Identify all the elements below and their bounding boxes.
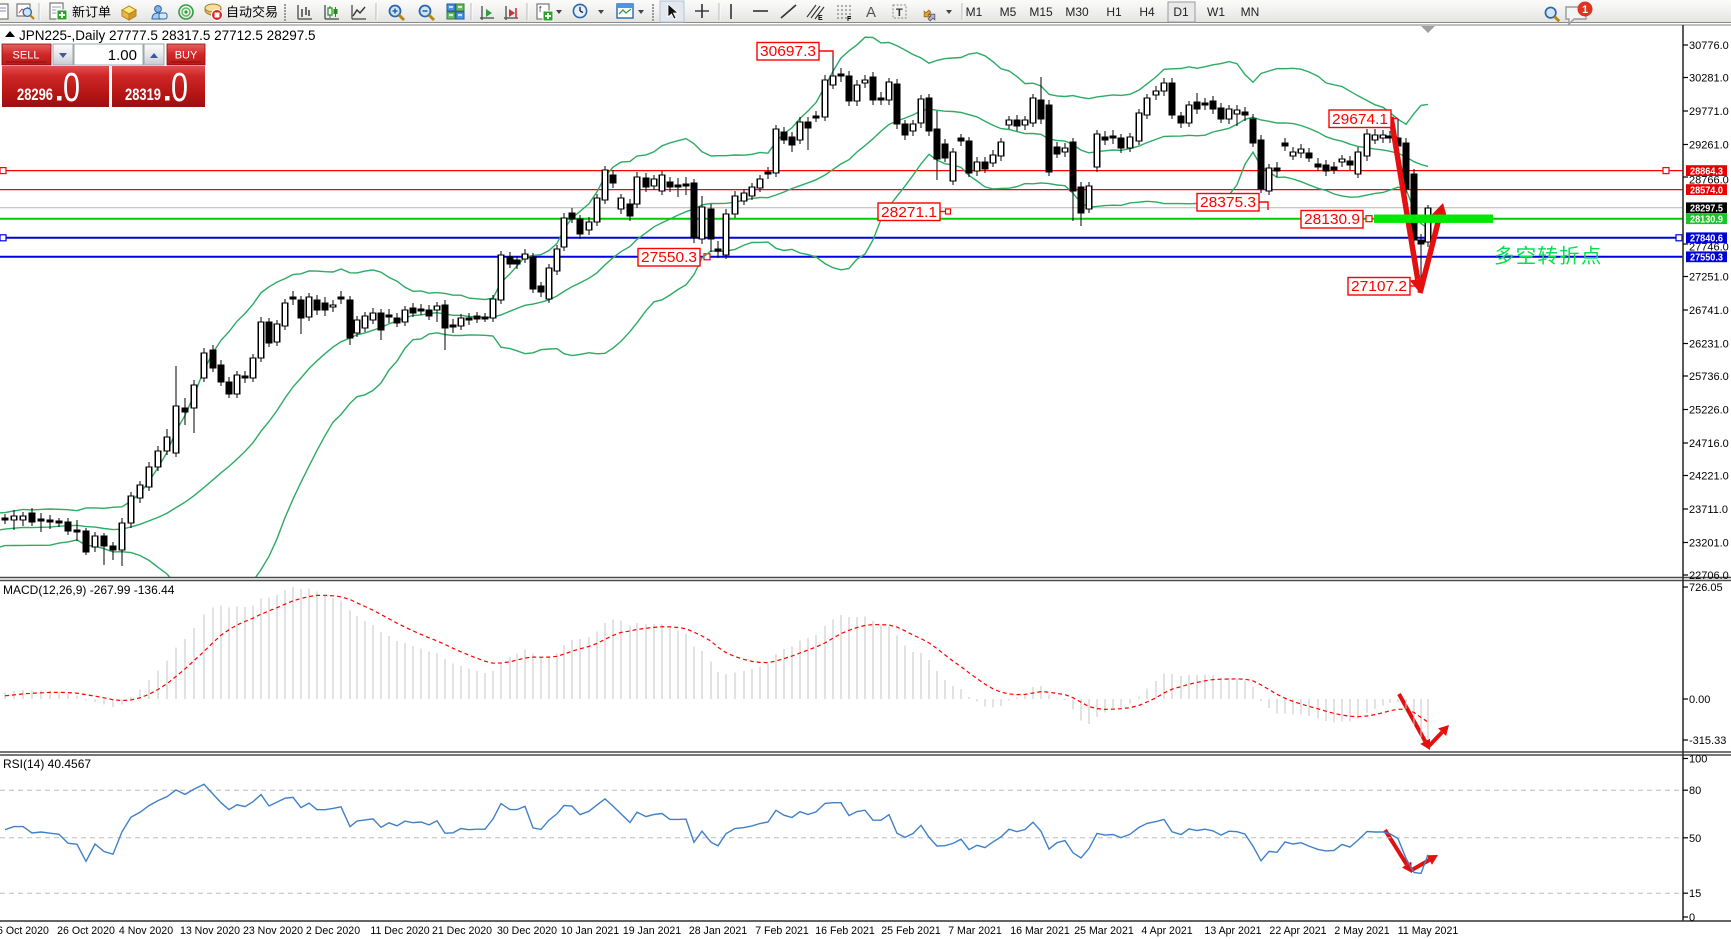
svg-text:28574.0: 28574.0 bbox=[1690, 184, 1723, 196]
svg-text:D1: D1 bbox=[1173, 5, 1189, 19]
svg-text:30281.0: 30281.0 bbox=[1689, 73, 1729, 85]
svg-text:29261.0: 29261.0 bbox=[1689, 140, 1729, 152]
svg-text:23 Nov 2020: 23 Nov 2020 bbox=[243, 925, 303, 937]
svg-text:A: A bbox=[866, 4, 876, 21]
svg-text:50: 50 bbox=[1689, 833, 1701, 845]
svg-text:25736.0: 25736.0 bbox=[1689, 371, 1729, 383]
svg-text:10 Jan 2021: 10 Jan 2021 bbox=[561, 925, 619, 937]
svg-text:26741.0: 26741.0 bbox=[1689, 305, 1729, 317]
svg-text:11 May 2021: 11 May 2021 bbox=[1398, 925, 1459, 937]
svg-text:25226.0: 25226.0 bbox=[1689, 405, 1729, 417]
svg-text:22706.0: 22706.0 bbox=[1689, 570, 1729, 582]
svg-text:27840.6: 27840.6 bbox=[1690, 233, 1723, 245]
svg-text:24221.0: 24221.0 bbox=[1689, 471, 1729, 483]
svg-text:0: 0 bbox=[171, 64, 188, 110]
svg-text:F: F bbox=[847, 16, 852, 23]
svg-text:T: T bbox=[896, 7, 903, 19]
svg-text:30776.0: 30776.0 bbox=[1689, 40, 1729, 52]
svg-text:29771.0: 29771.0 bbox=[1689, 106, 1729, 118]
svg-text:28319: 28319 bbox=[125, 85, 161, 104]
svg-text:SELL: SELL bbox=[13, 50, 40, 62]
svg-text:1.00: 1.00 bbox=[108, 47, 137, 64]
svg-text:0: 0 bbox=[63, 64, 80, 110]
svg-text:26 Oct 2020: 26 Oct 2020 bbox=[57, 925, 115, 937]
svg-text:M15: M15 bbox=[1029, 5, 1053, 19]
svg-text:16 Oct 2020: 16 Oct 2020 bbox=[0, 925, 49, 937]
svg-text:25 Feb 2021: 25 Feb 2021 bbox=[881, 925, 941, 937]
svg-text:M5: M5 bbox=[1000, 5, 1017, 19]
svg-text:13 Apr 2021: 13 Apr 2021 bbox=[1204, 925, 1261, 937]
svg-text:28864.3: 28864.3 bbox=[1690, 165, 1723, 177]
svg-text:H4: H4 bbox=[1139, 5, 1155, 19]
svg-text:28375.3: 28375.3 bbox=[1200, 195, 1256, 211]
svg-text:30697.3: 30697.3 bbox=[760, 44, 816, 60]
svg-text:E: E bbox=[818, 15, 823, 22]
svg-text:2 Dec 2020: 2 Dec 2020 bbox=[306, 925, 360, 937]
svg-text:27251.0: 27251.0 bbox=[1689, 272, 1729, 284]
svg-text:28130.9: 28130.9 bbox=[1690, 214, 1723, 226]
svg-text:24716.0: 24716.0 bbox=[1689, 438, 1729, 450]
svg-text:2 May 2021: 2 May 2021 bbox=[1334, 925, 1389, 937]
svg-text:28296: 28296 bbox=[17, 85, 53, 104]
svg-text:29674.1: 29674.1 bbox=[1332, 112, 1388, 128]
svg-text:19 Jan 2021: 19 Jan 2021 bbox=[623, 925, 681, 937]
svg-text:W1: W1 bbox=[1207, 5, 1225, 19]
svg-text:7 Mar 2021: 7 Mar 2021 bbox=[948, 925, 1002, 937]
svg-text:BUY: BUY bbox=[175, 50, 198, 62]
svg-text:1: 1 bbox=[1582, 4, 1588, 16]
svg-text:25 Mar 2021: 25 Mar 2021 bbox=[1074, 925, 1134, 937]
svg-text:30 Dec 2020: 30 Dec 2020 bbox=[497, 925, 557, 937]
svg-text:0: 0 bbox=[1689, 912, 1695, 924]
svg-text:H1: H1 bbox=[1106, 5, 1122, 19]
svg-text:16 Feb 2021: 16 Feb 2021 bbox=[815, 925, 875, 937]
svg-text:f: f bbox=[539, 5, 542, 14]
svg-text:100: 100 bbox=[1689, 754, 1707, 766]
svg-text:80: 80 bbox=[1689, 785, 1701, 797]
svg-text:23711.0: 23711.0 bbox=[1689, 504, 1728, 516]
svg-text:4 Nov 2020: 4 Nov 2020 bbox=[119, 925, 173, 937]
svg-text:M1: M1 bbox=[966, 5, 983, 19]
svg-text:22 Apr 2021: 22 Apr 2021 bbox=[1269, 925, 1326, 937]
svg-text:16 Mar 2021: 16 Mar 2021 bbox=[1010, 925, 1070, 937]
svg-text:726.05: 726.05 bbox=[1689, 582, 1723, 594]
svg-text:28766.0: 28766.0 bbox=[1689, 175, 1729, 187]
svg-text:21 Dec 2020: 21 Dec 2020 bbox=[432, 925, 492, 937]
svg-text:28130.9: 28130.9 bbox=[1304, 212, 1360, 228]
svg-text:23201.0: 23201.0 bbox=[1689, 538, 1729, 550]
svg-text:MN: MN bbox=[1241, 5, 1260, 19]
svg-text:RSI(14) 40.4567: RSI(14) 40.4567 bbox=[3, 757, 91, 771]
svg-text:27107.2: 27107.2 bbox=[1351, 279, 1407, 295]
svg-text:13 Nov 2020: 13 Nov 2020 bbox=[180, 925, 240, 937]
svg-text:26231.0: 26231.0 bbox=[1689, 339, 1729, 351]
svg-text:M30: M30 bbox=[1065, 5, 1089, 19]
svg-text:JPN225-,Daily 27777.5 28317.5: JPN225-,Daily 27777.5 28317.5 27712.5 28… bbox=[19, 28, 315, 43]
svg-text:7 Feb 2021: 7 Feb 2021 bbox=[755, 925, 809, 937]
svg-text:27746.0: 27746.0 bbox=[1689, 242, 1729, 254]
svg-text:11 Dec 2020: 11 Dec 2020 bbox=[370, 925, 429, 937]
svg-text:27550.3: 27550.3 bbox=[1690, 252, 1723, 264]
svg-text:-315.33: -315.33 bbox=[1689, 735, 1726, 747]
svg-text:MACD(12,26,9) -267.99 -136.44: MACD(12,26,9) -267.99 -136.44 bbox=[3, 583, 175, 597]
svg-text:27550.3: 27550.3 bbox=[641, 250, 697, 266]
svg-text:28271.1: 28271.1 bbox=[881, 205, 937, 221]
svg-text:28 Jan 2021: 28 Jan 2021 bbox=[689, 925, 747, 937]
svg-text:4 Apr 2021: 4 Apr 2021 bbox=[1141, 925, 1192, 937]
svg-text:15: 15 bbox=[1689, 888, 1701, 900]
svg-text:0.00: 0.00 bbox=[1689, 694, 1710, 706]
svg-text:28297.5: 28297.5 bbox=[1690, 203, 1723, 215]
